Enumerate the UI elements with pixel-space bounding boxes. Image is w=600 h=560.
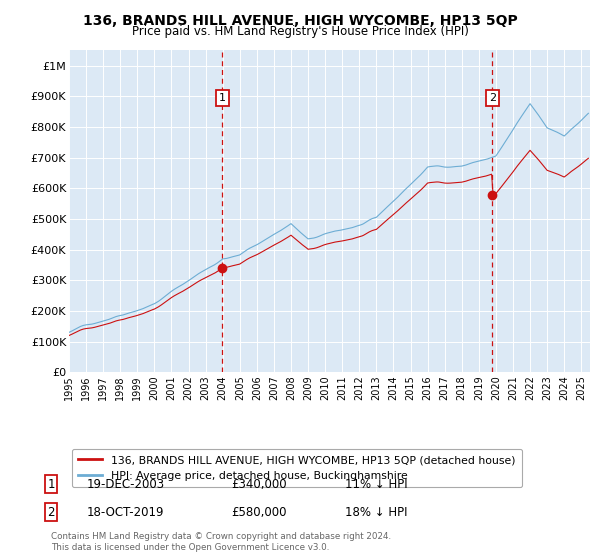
- Legend: 136, BRANDS HILL AVENUE, HIGH WYCOMBE, HP13 5QP (detached house), HPI: Average p: 136, BRANDS HILL AVENUE, HIGH WYCOMBE, H…: [72, 449, 522, 487]
- Text: 18-OCT-2019: 18-OCT-2019: [87, 506, 164, 519]
- Text: 2: 2: [47, 506, 55, 519]
- Text: £340,000: £340,000: [231, 478, 287, 491]
- Text: £580,000: £580,000: [231, 506, 287, 519]
- Text: 18% ↓ HPI: 18% ↓ HPI: [345, 506, 407, 519]
- Text: 2: 2: [489, 93, 496, 103]
- Text: 19-DEC-2003: 19-DEC-2003: [87, 478, 165, 491]
- Text: Price paid vs. HM Land Registry's House Price Index (HPI): Price paid vs. HM Land Registry's House …: [131, 25, 469, 38]
- Text: 1: 1: [218, 93, 226, 103]
- Text: 136, BRANDS HILL AVENUE, HIGH WYCOMBE, HP13 5QP: 136, BRANDS HILL AVENUE, HIGH WYCOMBE, H…: [83, 14, 517, 28]
- Text: 11% ↓ HPI: 11% ↓ HPI: [345, 478, 407, 491]
- Text: 1: 1: [47, 478, 55, 491]
- Text: Contains HM Land Registry data © Crown copyright and database right 2024.
This d: Contains HM Land Registry data © Crown c…: [51, 532, 391, 552]
